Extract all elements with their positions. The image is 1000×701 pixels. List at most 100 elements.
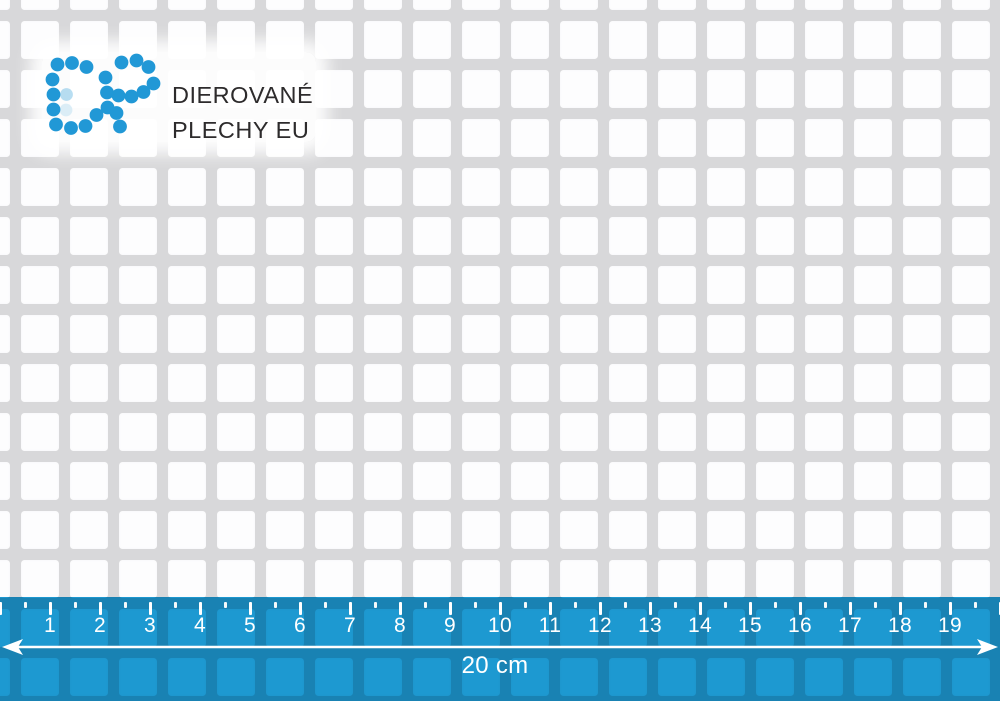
sheet-hole — [609, 364, 647, 402]
sheet-hole — [707, 315, 745, 353]
sheet-hole — [756, 70, 794, 108]
sheet-hole — [952, 21, 990, 59]
sheet-hole — [0, 0, 10, 10]
ruler-minor-tick — [473, 601, 477, 608]
sheet-hole — [854, 560, 892, 598]
sheet-hole — [756, 364, 794, 402]
ruler-minor-tick — [523, 601, 527, 608]
sheet-hole — [364, 21, 402, 59]
sheet-hole — [609, 266, 647, 304]
sheet-hole — [854, 70, 892, 108]
sheet-hole — [756, 217, 794, 255]
sheet-hole — [266, 266, 304, 304]
sheet-hole — [658, 560, 696, 598]
sheet-hole — [168, 413, 206, 451]
sheet-hole — [70, 217, 108, 255]
sheet-hole — [854, 511, 892, 549]
ruler-minor-tick — [623, 601, 627, 608]
sheet-hole — [21, 364, 59, 402]
ruler-major-tick — [598, 601, 602, 615]
sheet-hole — [707, 119, 745, 157]
sheet-hole — [560, 560, 598, 598]
logo-dot — [89, 108, 104, 122]
logo-dot — [59, 103, 73, 117]
sheet-hole — [217, 0, 255, 10]
sheet-hole — [70, 462, 108, 500]
ruler-number: 1 — [44, 614, 56, 637]
ruler-major-tick — [98, 601, 102, 615]
ruler-minor-tick — [823, 601, 827, 608]
sheet-hole — [315, 266, 353, 304]
sheet-hole — [413, 266, 451, 304]
sheet-hole — [511, 217, 549, 255]
sheet-hole — [952, 315, 990, 353]
logo-dot — [78, 119, 93, 133]
sheet-hole — [315, 560, 353, 598]
sheet-hole — [560, 462, 598, 500]
ruler-number: 10 — [488, 614, 512, 637]
ruler-minor-tick — [873, 601, 877, 608]
ruler-minor-tick — [173, 601, 177, 608]
logo-dot — [111, 88, 126, 103]
ruler-minor-tick — [723, 601, 727, 608]
sheet-hole — [952, 119, 990, 157]
sheet-hole — [217, 511, 255, 549]
sheet-hole — [560, 217, 598, 255]
sheet-hole — [0, 462, 10, 500]
sheet-hole — [805, 119, 843, 157]
sheet-hole — [854, 266, 892, 304]
ruler-minor-tick — [373, 601, 377, 608]
sheet-hole — [560, 70, 598, 108]
sheet-hole — [315, 364, 353, 402]
sheet-hole — [70, 364, 108, 402]
sheet-hole — [707, 511, 745, 549]
sheet-hole — [609, 413, 647, 451]
sheet-hole — [756, 462, 794, 500]
logo-dot — [45, 72, 60, 87]
right-arrowhead-icon — [977, 639, 998, 655]
ruler-number: 5 — [244, 614, 256, 637]
sheet-hole — [462, 217, 500, 255]
sheet-hole — [658, 413, 696, 451]
ruler-number: 3 — [144, 614, 156, 637]
sheet-hole — [217, 266, 255, 304]
ruler-number: 7 — [344, 614, 356, 637]
sheet-hole — [609, 70, 647, 108]
sheet-hole — [21, 462, 59, 500]
sheet-hole — [560, 0, 598, 10]
sheet-hole — [119, 266, 157, 304]
sheet-hole — [266, 315, 304, 353]
sheet-hole — [21, 560, 59, 598]
sheet-hole — [805, 21, 843, 59]
sheet-hole — [805, 217, 843, 255]
sheet-hole — [707, 217, 745, 255]
sheet-hole — [952, 511, 990, 549]
sheet-hole — [805, 511, 843, 549]
sheet-hole — [21, 315, 59, 353]
ruler-major-tick — [398, 601, 402, 615]
ruler-minor-tick — [973, 601, 977, 608]
sheet-hole — [756, 413, 794, 451]
logo-dot — [100, 85, 114, 100]
sheet-hole — [707, 266, 745, 304]
sheet-hole — [364, 364, 402, 402]
ruler-number: 8 — [394, 614, 406, 637]
sheet-hole — [511, 168, 549, 206]
sheet-hole — [217, 462, 255, 500]
sheet-hole — [462, 560, 500, 598]
ruler-minor-tick — [773, 601, 777, 608]
sheet-hole — [805, 413, 843, 451]
sheet-hole — [854, 413, 892, 451]
ruler-major-tick — [898, 601, 902, 615]
sheet-hole — [413, 560, 451, 598]
ruler-numbers: 1 2 3 4 5 6 7 8 9 10 11 12 13 14 15 16 17 18 19 — [0, 597, 1000, 701]
sheet-hole — [511, 413, 549, 451]
ruler-number: 2 — [94, 614, 106, 637]
sheet-hole — [168, 0, 206, 10]
logo-dot — [46, 102, 61, 117]
logo-dot — [109, 106, 124, 120]
ruler-minor-tick — [223, 601, 227, 608]
sheet-hole — [805, 560, 843, 598]
sheet-hole — [364, 413, 402, 451]
sheet-hole — [315, 21, 353, 59]
